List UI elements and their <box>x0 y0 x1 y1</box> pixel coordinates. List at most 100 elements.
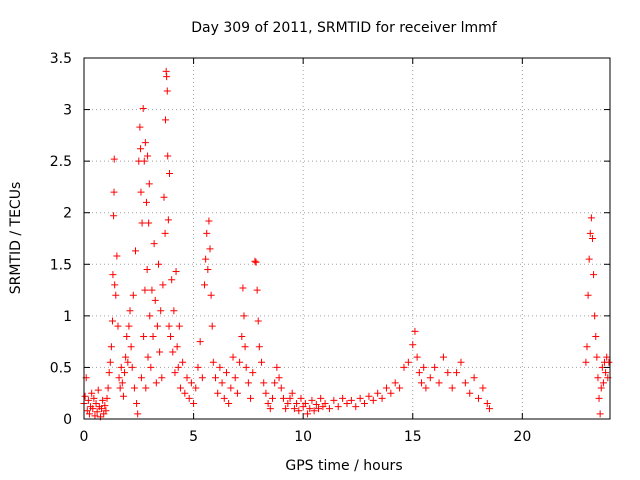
data-point <box>588 235 596 242</box>
data-point <box>88 389 96 397</box>
data-point <box>365 392 373 400</box>
data-point <box>244 379 252 387</box>
x-tick-label: 5 <box>189 429 198 445</box>
data-point <box>415 369 423 377</box>
y-tick-label: 0.5 <box>50 360 72 376</box>
data-point <box>140 157 148 165</box>
data-point <box>110 188 118 196</box>
data-point <box>137 145 145 153</box>
data-point <box>148 286 156 294</box>
data-point <box>247 394 255 402</box>
grid-lines <box>84 58 610 419</box>
data-point <box>141 286 149 294</box>
data-point <box>142 198 150 206</box>
data-point <box>583 343 591 351</box>
data-point <box>123 332 131 340</box>
data-point <box>99 396 107 404</box>
data-points <box>80 67 613 421</box>
data-point <box>190 400 198 408</box>
y-tick-label: 3 <box>63 103 72 119</box>
data-point <box>113 252 121 260</box>
data-point <box>378 394 386 402</box>
y-tick-label: 2 <box>63 206 72 222</box>
data-point <box>169 348 177 356</box>
data-point <box>168 276 176 284</box>
data-point <box>282 405 290 413</box>
data-point <box>240 312 248 320</box>
data-point <box>330 396 338 404</box>
x-tick-label: 15 <box>404 429 422 445</box>
data-point <box>260 379 268 387</box>
data-point <box>439 353 447 361</box>
data-point <box>208 322 216 330</box>
data-point <box>236 358 244 366</box>
data-point <box>163 73 171 81</box>
data-point <box>133 400 141 408</box>
data-point <box>144 152 152 160</box>
data-point <box>297 394 305 402</box>
data-point <box>253 286 261 294</box>
data-point <box>400 363 408 371</box>
data-point <box>382 384 390 392</box>
data-point <box>196 338 204 346</box>
data-point <box>214 389 222 397</box>
data-point <box>144 353 152 361</box>
data-point <box>448 384 456 392</box>
data-point <box>593 353 601 361</box>
data-point <box>216 363 224 371</box>
data-point <box>176 384 184 392</box>
data-point <box>264 400 272 408</box>
data-point <box>229 353 237 361</box>
data-point <box>317 394 325 402</box>
data-point <box>418 379 426 387</box>
data-point <box>137 188 145 196</box>
data-point <box>413 353 421 361</box>
data-point <box>205 217 213 225</box>
data-point <box>108 317 116 325</box>
data-point <box>125 322 133 330</box>
data-point <box>116 384 124 392</box>
data-point <box>599 379 607 387</box>
data-point <box>204 265 212 273</box>
data-point <box>241 343 249 351</box>
data-point <box>192 384 200 392</box>
data-point <box>114 322 122 330</box>
data-point <box>594 374 602 382</box>
data-point <box>101 402 109 410</box>
data-point <box>268 394 276 402</box>
data-point <box>84 396 92 404</box>
data-point <box>466 389 474 397</box>
data-point <box>227 384 235 392</box>
data-point <box>136 123 144 131</box>
data-point <box>209 358 217 366</box>
data-point <box>161 229 169 237</box>
data-point <box>207 291 215 299</box>
data-point <box>175 322 183 330</box>
y-tick-label: 1 <box>63 309 72 325</box>
data-point <box>238 332 246 340</box>
data-point <box>231 374 239 382</box>
data-point <box>347 396 355 404</box>
data-point <box>164 152 172 160</box>
data-point <box>597 384 605 392</box>
y-tick-label: 1.5 <box>50 257 72 273</box>
x-tick-label: 10 <box>294 429 312 445</box>
data-point <box>470 374 478 382</box>
data-point <box>479 384 487 392</box>
data-point <box>273 363 281 371</box>
data-point <box>254 317 262 325</box>
data-point <box>187 379 195 387</box>
data-point <box>334 403 342 411</box>
data-point <box>173 343 181 351</box>
data-point <box>147 363 155 371</box>
data-point <box>591 312 599 320</box>
data-point <box>426 374 434 382</box>
data-point <box>103 394 111 402</box>
data-point <box>158 374 166 382</box>
data-point <box>212 374 219 382</box>
data-point <box>124 358 132 366</box>
data-point <box>91 412 99 420</box>
data-point <box>198 374 206 382</box>
data-point <box>206 245 214 253</box>
